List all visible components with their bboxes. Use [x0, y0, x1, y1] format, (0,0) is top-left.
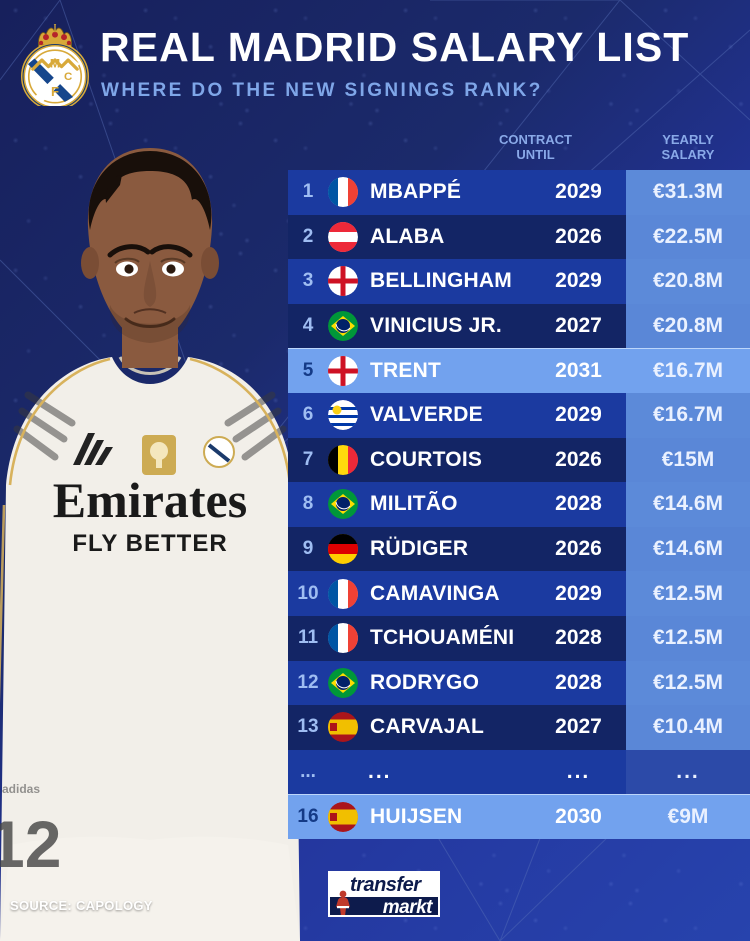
svg-text:adidas: adidas: [2, 782, 40, 796]
svg-text:FLY BETTER: FLY BETTER: [72, 530, 227, 557]
svg-text:12: 12: [0, 807, 61, 881]
svg-text:Emirates: Emirates: [53, 472, 247, 528]
